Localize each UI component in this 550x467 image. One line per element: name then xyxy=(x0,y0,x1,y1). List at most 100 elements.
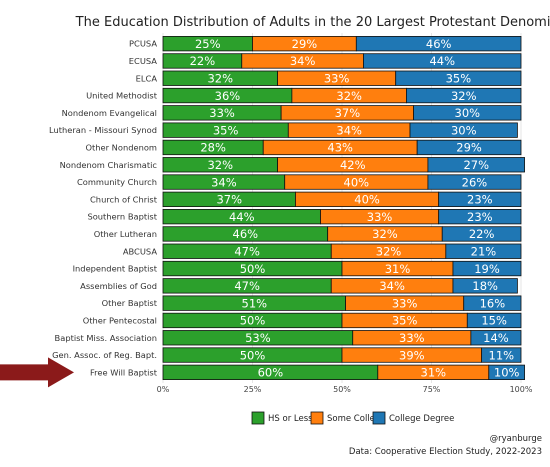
data-label: 33% xyxy=(209,106,235,120)
data-label: 15% xyxy=(481,314,507,328)
bar-segment xyxy=(416,139,522,156)
category-label: Nondenom Evangelical xyxy=(62,108,157,118)
legend-label: HS or Less xyxy=(268,414,313,424)
data-label: 32% xyxy=(207,158,233,172)
category-label: Gen. Assoc. of Reg. Bapt. xyxy=(52,350,157,360)
bar-segment xyxy=(441,226,522,242)
data-label: 18% xyxy=(472,279,498,293)
data-label: 32% xyxy=(372,227,398,241)
data-label: 35% xyxy=(392,314,418,328)
data-label: 34% xyxy=(379,279,405,293)
category-label: Other Lutheran xyxy=(94,229,157,239)
bar-segment xyxy=(488,364,525,381)
data-label: 37% xyxy=(335,106,361,120)
data-label: 33% xyxy=(324,71,350,85)
data-label: 33% xyxy=(399,331,425,345)
data-label: 32% xyxy=(451,89,477,103)
data-label: 43% xyxy=(327,141,353,155)
bar-segment xyxy=(466,312,522,329)
data-label: 27% xyxy=(463,158,489,172)
data-label: 22% xyxy=(469,227,495,241)
data-label: 44% xyxy=(429,54,455,68)
data-label: 19% xyxy=(474,262,500,276)
data-label: 50% xyxy=(240,314,266,328)
data-label: 32% xyxy=(336,89,362,103)
caption-source: Data: Cooperative Election Study, 2022-2… xyxy=(349,447,542,457)
data-label: 31% xyxy=(385,262,411,276)
category-label: Lutheran - Missouri Synod xyxy=(49,125,157,135)
highlight-arrow-icon xyxy=(0,357,74,388)
plot-area: 0% 25% 50% 75% 100% PCUSA 25% 29% 46% ECUSA 22% 34%… xyxy=(0,33,533,394)
data-label: 35% xyxy=(213,123,239,137)
category-label: Other Nondenom xyxy=(85,142,157,152)
bar-segment xyxy=(438,191,522,208)
category-label: Southern Baptist xyxy=(87,212,157,222)
x-tick-label: 25% xyxy=(244,385,262,394)
data-label: 30% xyxy=(455,106,481,120)
data-label: 53% xyxy=(245,331,271,345)
x-tick-label: 50% xyxy=(333,385,351,394)
data-label: 21% xyxy=(471,244,497,258)
data-label: 29% xyxy=(292,37,318,51)
category-label: Assemblies of God xyxy=(80,281,157,291)
data-label: 46% xyxy=(233,227,259,241)
legend: HS or Less Some College College Degree xyxy=(251,411,454,425)
data-label: 36% xyxy=(215,89,241,103)
category-label: Church of Christ xyxy=(90,194,158,204)
category-label: United Methodist xyxy=(86,91,158,101)
legend-label: Some College xyxy=(327,414,386,424)
data-label: 35% xyxy=(446,71,472,85)
category-label: ABCUSA xyxy=(123,246,158,256)
data-label: 16% xyxy=(480,296,506,310)
bar-segment xyxy=(452,278,518,294)
bar-segment xyxy=(406,87,522,104)
data-label: 40% xyxy=(354,193,380,207)
data-label: 33% xyxy=(367,210,393,224)
data-label: 34% xyxy=(336,123,362,137)
bar-segment xyxy=(427,157,525,173)
data-label: 60% xyxy=(258,366,284,380)
data-label: 31% xyxy=(421,366,447,380)
data-label: 50% xyxy=(240,262,266,276)
data-label: 28% xyxy=(200,141,226,155)
category-label: ECUSA xyxy=(129,56,158,66)
data-label: 40% xyxy=(344,175,370,189)
legend-swatch xyxy=(251,411,265,425)
category-label: Baptist Miss. Association xyxy=(55,333,157,343)
bar-segment xyxy=(438,208,522,225)
data-label: 51% xyxy=(242,296,268,310)
data-label: 44% xyxy=(229,210,255,224)
category-label: ELCA xyxy=(136,73,158,83)
category-label: PCUSA xyxy=(129,39,157,49)
data-label: 32% xyxy=(376,244,402,258)
data-label: 23% xyxy=(467,210,493,224)
category-label: Other Pentecostal xyxy=(83,315,157,325)
bar-segment xyxy=(452,260,522,277)
x-tick-label: 75% xyxy=(423,385,441,394)
category-label: Independent Baptist xyxy=(73,264,158,274)
data-label: 47% xyxy=(234,244,260,258)
bar-segment xyxy=(445,243,522,259)
bar-segment xyxy=(409,122,518,138)
category-label: Other Baptist xyxy=(102,298,158,308)
category-label: Nondenom Charismatic xyxy=(60,160,158,170)
data-label: 30% xyxy=(451,123,477,137)
chart-title: The Education Distribution of Adults in … xyxy=(75,15,550,30)
data-label: 33% xyxy=(392,296,418,310)
bar-segment xyxy=(395,70,522,86)
x-tick-label: 0% xyxy=(157,385,170,394)
category-label: Free Will Baptist xyxy=(90,367,158,377)
bar-segment xyxy=(470,330,522,346)
data-label: 37% xyxy=(216,193,242,207)
data-label: 42% xyxy=(340,158,366,172)
data-label: 14% xyxy=(483,331,509,345)
data-label: 11% xyxy=(489,348,515,362)
bar-segment xyxy=(481,347,522,363)
data-label: 39% xyxy=(399,348,425,362)
data-label: 29% xyxy=(456,141,482,155)
data-label: 34% xyxy=(290,54,316,68)
caption-handle: @ryanburge xyxy=(490,434,542,444)
data-label: 23% xyxy=(467,193,493,207)
data-label: 34% xyxy=(211,175,237,189)
